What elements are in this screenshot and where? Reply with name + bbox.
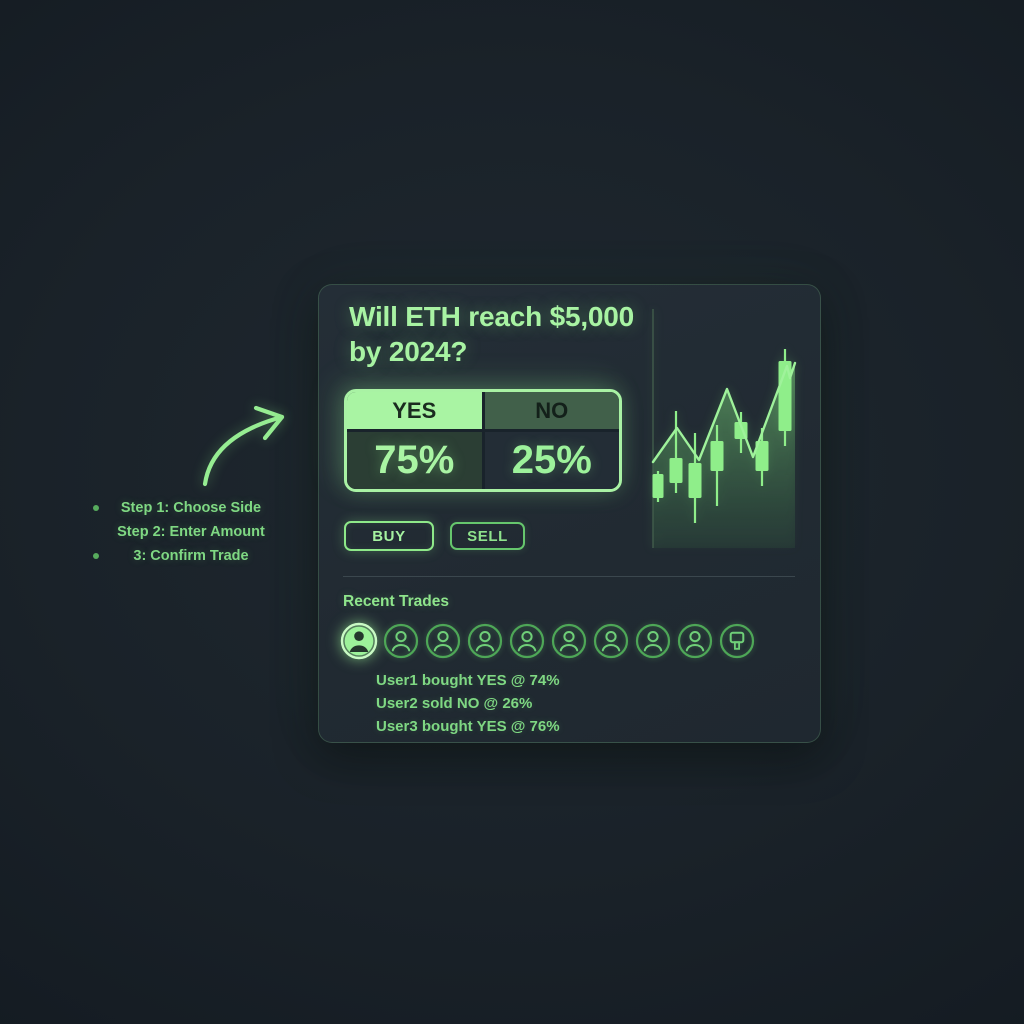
person-outline-icon <box>383 623 419 659</box>
steps-list: Step 1: Choose Side Step 2: Enter Amount 3… <box>85 496 297 568</box>
step-label: Step 1: Choose Side <box>120 500 262 516</box>
candle-body <box>669 458 683 483</box>
chart-content <box>651 309 797 548</box>
market-question-line1: Will ETH reach $5,000 <box>349 301 635 332</box>
person-outline-icon <box>593 623 629 659</box>
person-outline-icon <box>425 623 461 659</box>
person-outline-icon <box>509 623 545 659</box>
trader-avatar[interactable] <box>466 622 504 660</box>
yes-probability: 75% <box>347 432 482 489</box>
candle-body <box>710 441 724 471</box>
candle-body <box>688 463 702 498</box>
step-label: 3: Confirm Trade <box>133 548 249 564</box>
step-item: Step 1: Choose Side <box>85 496 297 520</box>
market-card: Will ETH reach $5,000 by 2024? YES NO 75… <box>318 284 821 743</box>
step-item: 3: Confirm Trade <box>85 544 297 568</box>
step-label: Step 2: Enter Amount <box>117 524 265 540</box>
trade-list: User1 bought YES @ 74% User2 sold NO @ 26… <box>376 669 560 738</box>
trader-avatar[interactable] <box>508 622 546 660</box>
market-question: Will ETH reach $5,000 by 2024? <box>349 299 634 369</box>
trade-entry: User3 bought YES @ 76% <box>376 718 560 735</box>
buy-button[interactable]: BUY <box>344 521 434 551</box>
step-item: Step 2: Enter Amount <box>85 520 297 544</box>
trader-avatars <box>340 622 756 660</box>
trader-avatar[interactable] <box>676 622 714 660</box>
sign-paddle-icon <box>719 623 755 659</box>
person-filled-icon <box>340 622 378 660</box>
no-option[interactable]: NO <box>484 392 619 429</box>
candle-body <box>755 441 769 471</box>
trader-avatar[interactable] <box>592 622 630 660</box>
bullet-dot <box>93 553 99 559</box>
sell-button[interactable]: SELL <box>450 522 525 550</box>
person-outline-icon <box>551 623 587 659</box>
yes-option[interactable]: YES <box>347 392 482 429</box>
section-divider <box>343 576 795 577</box>
price-chart <box>651 309 797 548</box>
trader-avatar[interactable] <box>382 622 420 660</box>
no-probability: 25% <box>484 432 619 489</box>
trader-avatar[interactable] <box>340 622 378 660</box>
person-outline-icon <box>677 623 713 659</box>
trader-avatar[interactable] <box>718 622 756 660</box>
trade-entry: User2 sold NO @ 26% <box>376 695 533 712</box>
trader-avatar[interactable] <box>550 622 588 660</box>
person-outline-icon <box>467 623 503 659</box>
chart-area-fill <box>653 363 795 548</box>
person-outline-icon <box>635 623 671 659</box>
trend-line <box>651 361 797 464</box>
recent-trades-heading: Recent Trades <box>343 593 449 610</box>
yes-no-selector: YES NO 75% 25% <box>344 389 622 492</box>
curved-arrow-icon <box>202 405 285 487</box>
candle-body <box>652 474 664 498</box>
trade-entry: User1 bought YES @ 74% <box>376 672 560 689</box>
trader-avatar[interactable] <box>424 622 462 660</box>
bullet-dot <box>93 505 99 511</box>
trader-avatar[interactable] <box>634 622 672 660</box>
market-question-line2: by 2024? <box>349 336 468 367</box>
